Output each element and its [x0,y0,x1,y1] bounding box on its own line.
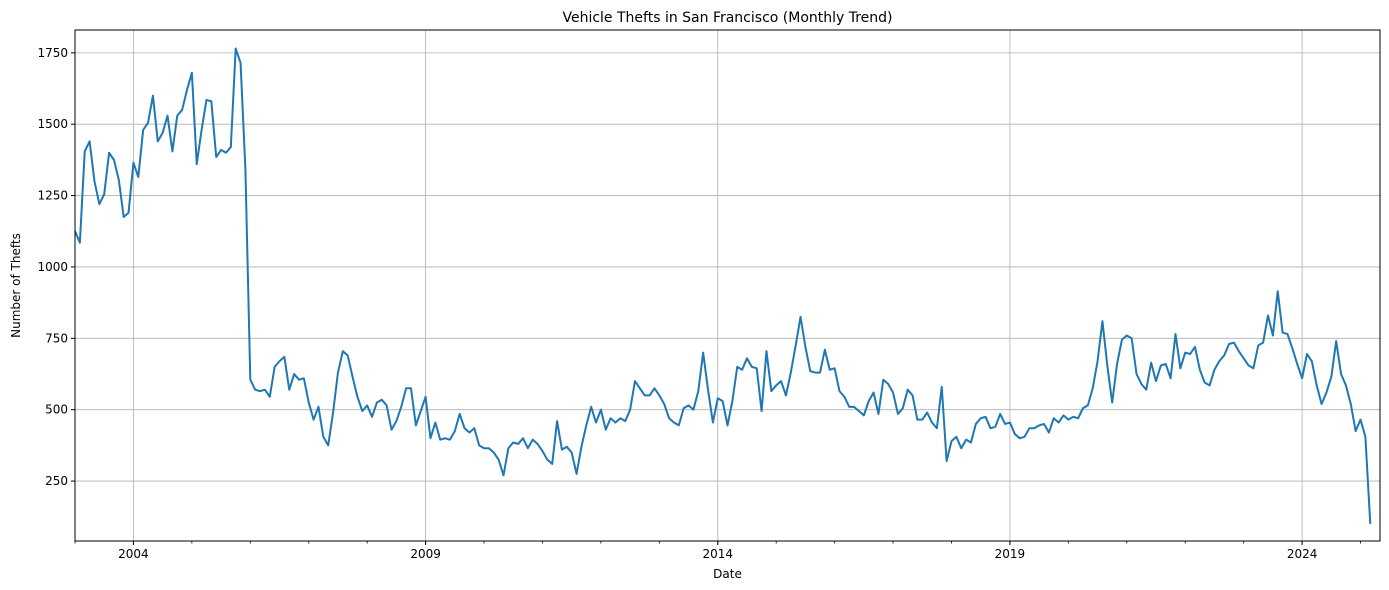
x-axis-title: Date [713,567,742,581]
thefts-series-line [74,47,1372,524]
chart-title: Vehicle Thefts in San Francisco (Monthly… [562,10,892,26]
y-tick-label: 1250 [37,189,68,203]
y-tick-label: 500 [45,403,68,417]
y-tick-label: 1000 [37,260,68,274]
x-tick-label: 2004 [118,547,149,561]
y-tick-label: 750 [45,331,68,345]
y-axis-title: Number of Thefts [9,233,23,338]
grid-lines [75,30,1380,541]
x-tick-label: 2009 [410,547,441,561]
y-tick-label: 1500 [37,117,68,131]
y-tick-label: 250 [45,474,68,488]
x-tick-label: 2024 [1287,547,1318,561]
x-axis-ticks: 2004 2009 2014 2019 2024 [74,541,1361,561]
plot-frame [74,29,1381,542]
x-tick-label: 2019 [995,547,1026,561]
y-axis-ticks: 250 500 750 1000 1250 1500 1750 [37,46,75,488]
y-tick-label: 1750 [37,46,68,60]
x-tick-label: 2014 [702,547,733,561]
